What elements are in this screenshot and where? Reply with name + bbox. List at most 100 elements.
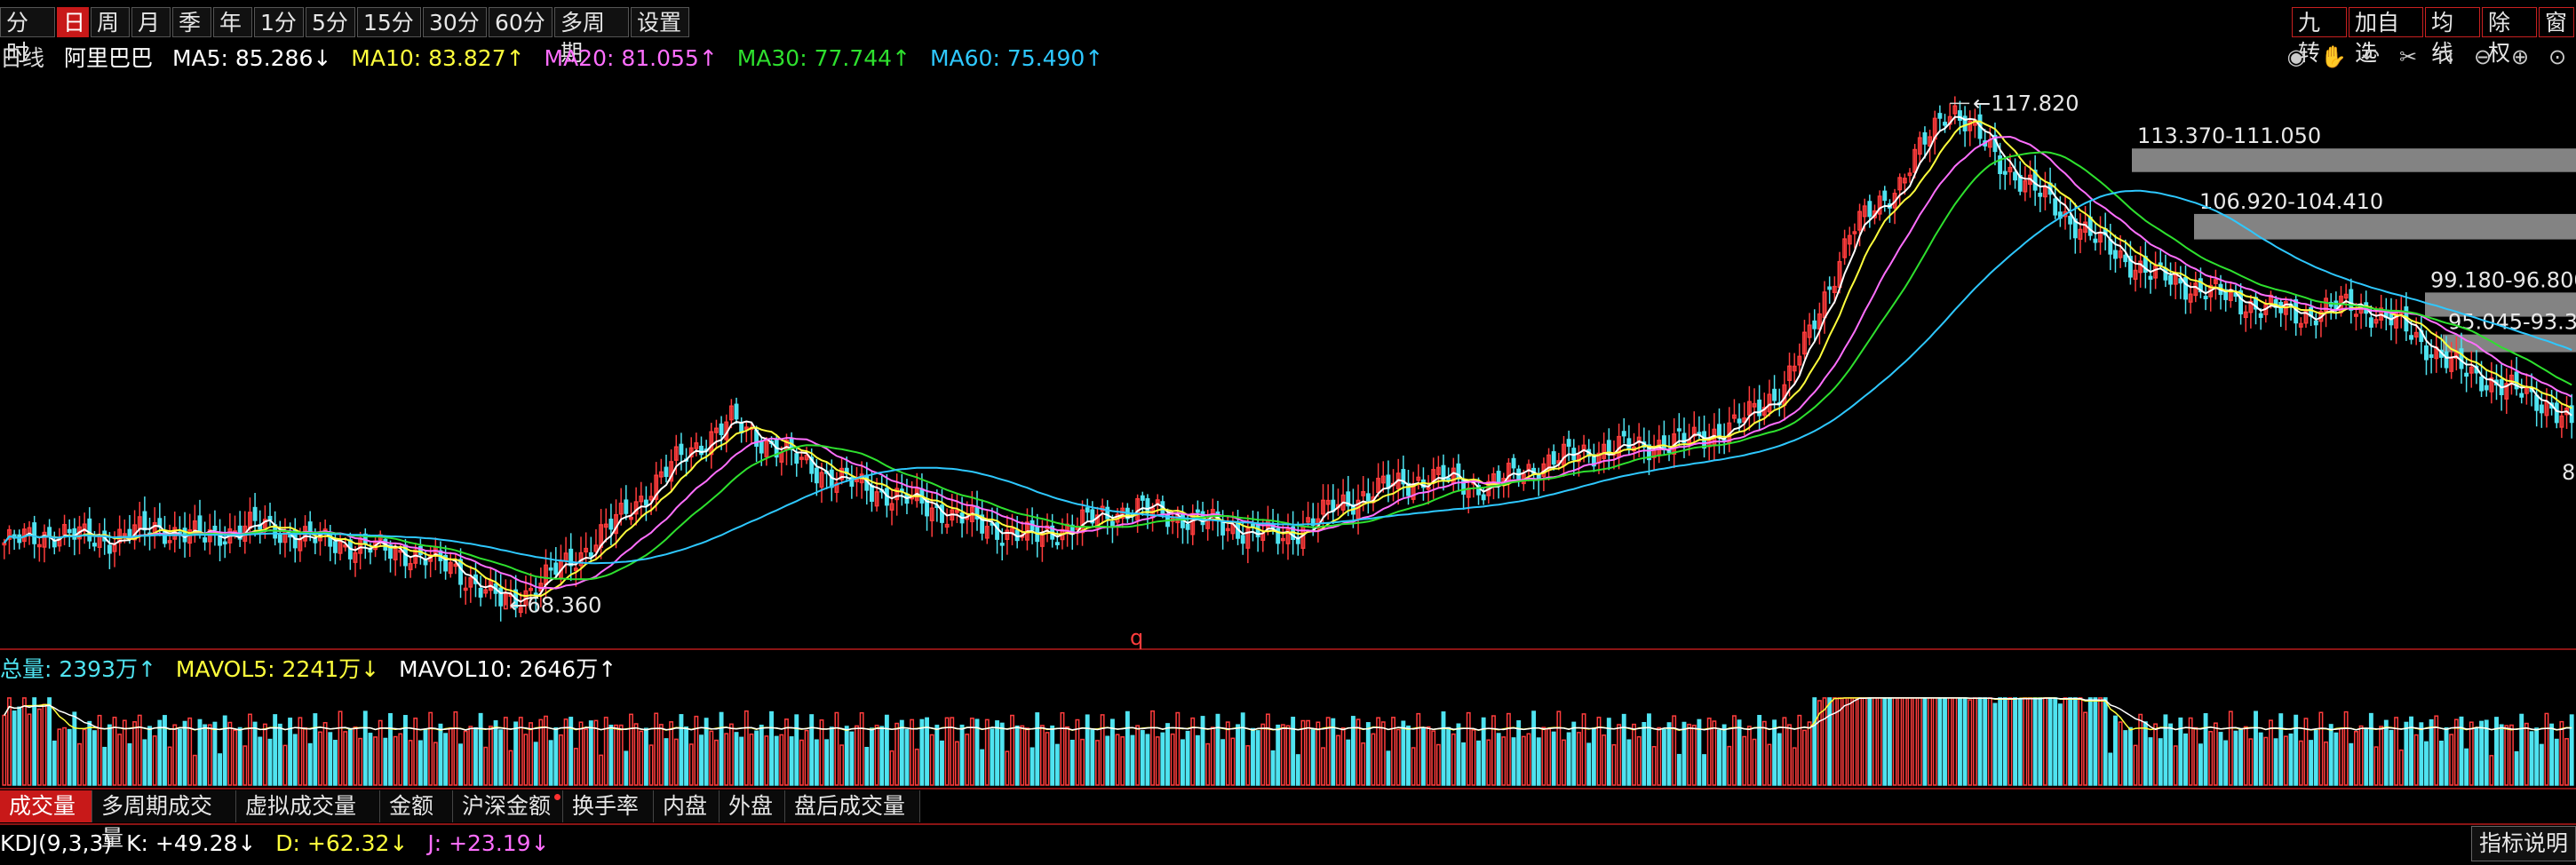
- volume-bar: [117, 734, 123, 786]
- volume-bar: [1857, 697, 1862, 786]
- volume-tab-2[interactable]: 虚拟成交量: [236, 790, 380, 822]
- period-tab-12[interactable]: 设置: [631, 7, 689, 37]
- candle-body: [1361, 491, 1366, 496]
- volume-tab-8[interactable]: 盘后成交量: [785, 790, 920, 822]
- volume-bar: [1175, 711, 1181, 786]
- candle-body: [1917, 137, 1922, 155]
- volume-bar: [7, 697, 12, 786]
- candle-body: [1562, 443, 1566, 466]
- period-tab-5[interactable]: 年: [213, 7, 252, 37]
- lock-icon[interactable]: ⊓: [2437, 44, 2454, 69]
- volume-bar: [2263, 736, 2269, 786]
- volume-bar: [1867, 697, 1872, 786]
- undo-icon[interactable]: ↶: [2361, 44, 2381, 69]
- eye-icon[interactable]: ◉: [2286, 44, 2306, 69]
- volume-bar: [288, 718, 293, 786]
- volume-bar: [1972, 697, 1977, 786]
- volume-bar: [493, 720, 498, 786]
- volume-bar: [984, 718, 990, 786]
- period-tab-4[interactable]: 季: [172, 7, 211, 37]
- minus-circle-icon[interactable]: ⊖: [2473, 44, 2493, 69]
- volume-bar: [593, 719, 599, 786]
- period-tab-3[interactable]: 月: [131, 7, 171, 37]
- volume-bar: [1516, 720, 1522, 786]
- volume-bar: [2223, 740, 2229, 786]
- volume-bar: [2524, 722, 2529, 786]
- volume-tab-7[interactable]: 外盘: [720, 790, 785, 822]
- volume-tab-4[interactable]: 沪深金额: [453, 790, 563, 822]
- volume-bar: [463, 730, 468, 786]
- period-toolbar: 分时日周月季年 1分 5分 15分 30分 60分 多周期 设置 九转 加自选 均线 除权窗: [0, 7, 2576, 66]
- resistance-zone-1: [2194, 213, 2576, 240]
- candle-body: [870, 485, 874, 503]
- volume-bar: [799, 739, 804, 786]
- volume-tab-6[interactable]: 内盘: [654, 790, 720, 822]
- arrow-icon[interactable]: ⊙: [2548, 44, 2567, 69]
- volume-bar: [388, 712, 393, 786]
- candle-body: [759, 440, 764, 454]
- volume-bar: [1506, 712, 1511, 786]
- volume-bar: [1230, 737, 1236, 786]
- volume-bar: [1877, 697, 1882, 786]
- volume-bar: [458, 743, 463, 786]
- volume-bar: [599, 754, 604, 786]
- volume-tab-5[interactable]: 换手率: [563, 790, 654, 822]
- period-tab-11[interactable]: 多周期: [554, 7, 629, 66]
- candle-body: [940, 504, 944, 523]
- right-tab-0[interactable]: 九转: [2292, 7, 2347, 66]
- volume-bar: [2098, 697, 2103, 786]
- hand-icon[interactable]: ✋: [2320, 44, 2347, 69]
- volume-bar: [157, 719, 163, 786]
- indicator-explain-button[interactable]: 指标说明: [2470, 826, 2576, 861]
- volume-bar: [1461, 742, 1467, 786]
- volume-bar: [1090, 729, 1095, 786]
- candle-body: [1551, 451, 1556, 465]
- period-tab-9[interactable]: 30分: [423, 7, 487, 37]
- volume-bar: [1080, 738, 1085, 786]
- period-tab-2[interactable]: 周: [91, 7, 130, 37]
- period-tab-10[interactable]: 60分: [489, 7, 553, 37]
- volume-bar: [1737, 719, 1742, 786]
- volume-tab-0[interactable]: 成交量: [0, 790, 92, 822]
- period-tab-6[interactable]: 1分: [254, 7, 304, 37]
- volume-bar: [1782, 717, 1787, 786]
- volume-bar: [749, 733, 754, 786]
- main-volume-divider: [0, 648, 2576, 650]
- candle-body: [1365, 493, 1371, 502]
- right-tab-2[interactable]: 均线: [2425, 7, 2480, 66]
- volume-bar: [2143, 721, 2148, 786]
- candle-body: [353, 552, 358, 563]
- volume-tab-3[interactable]: 金额: [380, 790, 453, 822]
- period-tab-1[interactable]: 日: [57, 7, 89, 37]
- plus-circle-icon[interactable]: ⊕: [2510, 44, 2530, 69]
- right-tab-3[interactable]: 除权: [2482, 7, 2537, 66]
- right-tab-1[interactable]: 加自选: [2349, 7, 2423, 66]
- volume-bar: [72, 711, 77, 786]
- scissors-icon[interactable]: ✂: [2398, 44, 2418, 69]
- volume-bar: [277, 723, 282, 786]
- candle-body: [618, 503, 624, 515]
- volume-bar: [87, 720, 92, 786]
- volume-bar: [618, 724, 624, 786]
- candle-body: [2213, 279, 2218, 284]
- candle-body: [669, 461, 674, 482]
- volume-bar: [1596, 717, 1602, 786]
- volume-bar: [2549, 723, 2555, 786]
- volume-bar: [614, 724, 618, 786]
- candle-body: [714, 427, 719, 433]
- volume-bar: [2309, 740, 2314, 786]
- volume-bar: [1621, 713, 1626, 786]
- candle-body: [498, 587, 504, 607]
- right-tab-4[interactable]: 窗: [2539, 7, 2574, 37]
- period-tab-7[interactable]: 5分: [306, 7, 355, 37]
- ma60-value: MA60: 75.490↑: [929, 45, 1104, 71]
- period-tab-0[interactable]: 分时: [0, 7, 55, 66]
- ma60-line: [4, 189, 2572, 565]
- volume-tab-1[interactable]: 多周期成交量: [92, 790, 236, 851]
- volume-bar: [1045, 732, 1050, 786]
- period-tab-8[interactable]: 15分: [357, 7, 421, 37]
- volume-bar: [82, 728, 87, 786]
- volume-bar: [2434, 715, 2439, 786]
- volume-bar: [2444, 726, 2449, 786]
